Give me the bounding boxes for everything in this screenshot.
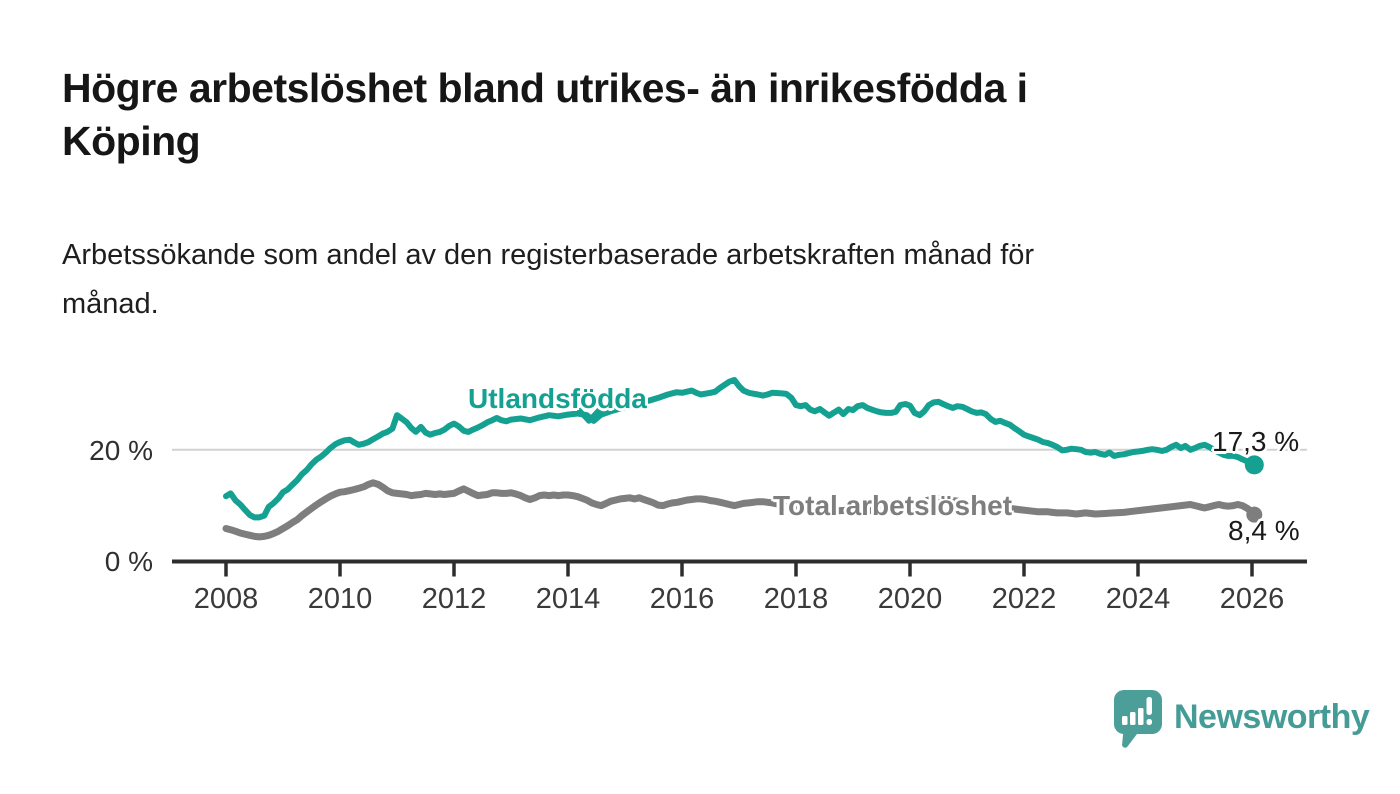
newsworthy-logo-icon bbox=[1113, 690, 1162, 748]
series-end-dot-utlandsfodda bbox=[1244, 455, 1264, 475]
page-subtitle-line-1: Arbetssökande som andel av den registerb… bbox=[62, 239, 1035, 271]
series-label-arrow-icon bbox=[574, 405, 604, 424]
x-tick-label-2024: 2024 bbox=[1106, 583, 1171, 615]
x-tick-label-2018: 2018 bbox=[764, 583, 829, 615]
logo-exclamation-dot bbox=[1146, 719, 1152, 725]
series-label-utlandsfodda: Utlandsfödda bbox=[468, 383, 647, 414]
page-title-line-1: Högre arbetslöshet bland utrikes- än inr… bbox=[62, 65, 1028, 111]
series-end-dot-total bbox=[1246, 506, 1263, 523]
page-subtitle: Arbetssökande som andel av den registerb… bbox=[62, 231, 1302, 329]
y-axis-label-0: 0 % bbox=[104, 546, 153, 577]
x-tick-label-2008: 2008 bbox=[194, 583, 259, 615]
y-axis-label-20: 20 % bbox=[89, 435, 153, 466]
x-tick-label-2026: 2026 bbox=[1220, 583, 1285, 615]
end-value-label-total: 8,4 % bbox=[1228, 515, 1300, 546]
x-tick-label-2022: 2022 bbox=[992, 583, 1057, 615]
logo-bar-1 bbox=[1122, 716, 1128, 725]
x-tick-label-2014: 2014 bbox=[536, 583, 601, 615]
page-title: Högre arbetslöshet bland utrikes- än inr… bbox=[62, 62, 1302, 168]
x-tick-label-2016: 2016 bbox=[650, 583, 715, 615]
series-line-utlandsfodda bbox=[223, 377, 1258, 521]
end-value-label-foreign: 17,3 % bbox=[1212, 426, 1300, 457]
series-line-total bbox=[222, 479, 1258, 541]
page-title-line-2: Köping bbox=[62, 118, 201, 164]
newsworthy-branding: Newsworthy bbox=[1112, 687, 1392, 755]
x-tick-label-2012: 2012 bbox=[422, 583, 487, 615]
logo-bar-3 bbox=[1138, 708, 1144, 725]
page-subtitle-line-2: månad. bbox=[62, 288, 159, 320]
logo-bar-2 bbox=[1130, 712, 1136, 725]
x-tick-label-2010: 2010 bbox=[308, 583, 373, 615]
logo-exclamation-stem bbox=[1146, 697, 1152, 715]
series-label-total-arbetsloshet: Total arbetslöshet bbox=[773, 490, 1013, 521]
x-tick-label-2020: 2020 bbox=[878, 583, 943, 615]
brand-name: Newsworthy bbox=[1174, 697, 1370, 736]
